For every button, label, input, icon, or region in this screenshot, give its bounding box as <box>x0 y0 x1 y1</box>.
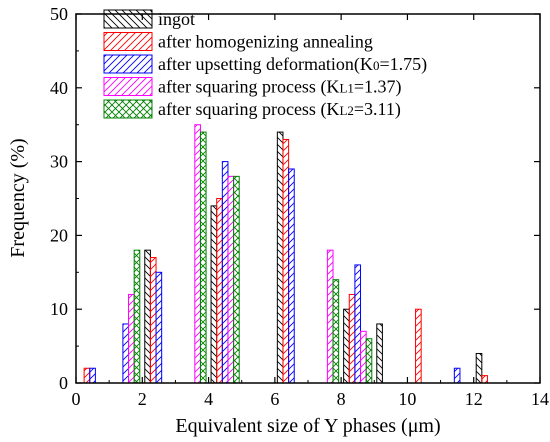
legend-label: after homogenizing annealing <box>158 32 373 52</box>
bar-series-0-bin-4 <box>210 205 218 384</box>
x-tick-label: 10 <box>398 389 416 409</box>
legend-label: after squaring process (KL2=3.11) <box>158 99 401 120</box>
bar-series-3-bin-3 <box>194 124 201 384</box>
bar-series-0-bin-2 <box>144 249 151 384</box>
x-tick-label: 4 <box>204 389 213 409</box>
legend-label: after squaring process (KL1=1.37) <box>158 77 402 98</box>
bar-series-2-bin-1 <box>122 323 130 384</box>
bar-series-4-bin-7 <box>332 279 340 384</box>
y-tick-label: 40 <box>50 78 68 98</box>
bar-series-0-bin-8 <box>343 308 350 384</box>
bar-series-4-bin-4 <box>233 175 240 384</box>
bar-series-1-bin-12 <box>481 375 488 384</box>
bar-series-4-bin-1 <box>133 249 141 384</box>
bar-series-3-bin-1 <box>128 293 135 384</box>
x-tick-label: 0 <box>72 389 81 409</box>
bar-series-1-bin-8 <box>348 293 356 384</box>
legend-label: ingot <box>158 9 195 29</box>
legend-swatch <box>103 99 153 119</box>
y-tick-label: 50 <box>50 4 68 24</box>
bar-series-1-bin-2 <box>149 257 157 384</box>
bar-series-3-bin-7 <box>326 249 334 384</box>
legend-swatch <box>103 54 153 74</box>
x-tick-label: 12 <box>465 389 483 409</box>
bar-series-1-bin-0 <box>83 367 91 384</box>
bar-series-2-bin-6 <box>288 168 295 384</box>
legend-label: after upsetting deformation(K0=1.75) <box>158 54 427 75</box>
axes-group: 0 2 4 6 8 10 12 14 0 10 20 30 40 50 <box>50 4 549 409</box>
y-tick-label: 10 <box>50 299 68 319</box>
bar-series-2-bin-2 <box>155 271 163 384</box>
y-tick-label: 30 <box>50 152 68 172</box>
bar-series-3-bin-4 <box>227 175 235 384</box>
y-tick-label: 20 <box>50 225 68 245</box>
bar-series-2-bin-11 <box>453 367 461 384</box>
x-axis-title: Equivalent size of Y phases (μm) <box>175 415 440 437</box>
bar-series-2-bin-0 <box>89 367 96 384</box>
legend-swatch <box>103 77 153 96</box>
bar-series-4-bin-3 <box>199 131 207 384</box>
bar-series-1-bin-4 <box>216 198 223 384</box>
x-tick-label: 8 <box>337 389 346 409</box>
bar-series-2-bin-8 <box>354 264 362 384</box>
bar-series-3-bin-8 <box>360 330 367 384</box>
bar-series-0-bin-9 <box>376 323 383 384</box>
bar-series-2-bin-4 <box>221 161 229 384</box>
bars-group <box>83 124 488 384</box>
y-axis-title: Frequency (%) <box>7 138 29 257</box>
bar-series-1-bin-10 <box>415 308 422 384</box>
bar-series-0-bin-6 <box>276 131 284 384</box>
legend-swatch <box>103 32 153 51</box>
x-tick-label: 2 <box>138 389 147 409</box>
x-tick-label: 14 <box>531 389 549 409</box>
x-tick-label: 6 <box>270 389 279 409</box>
bar-series-0-bin-12 <box>475 352 483 384</box>
bar-series-1-bin-6 <box>282 138 290 384</box>
y-tick-label: 0 <box>59 373 68 393</box>
bar-series-4-bin-8 <box>365 338 373 384</box>
legend-swatch <box>103 9 153 29</box>
